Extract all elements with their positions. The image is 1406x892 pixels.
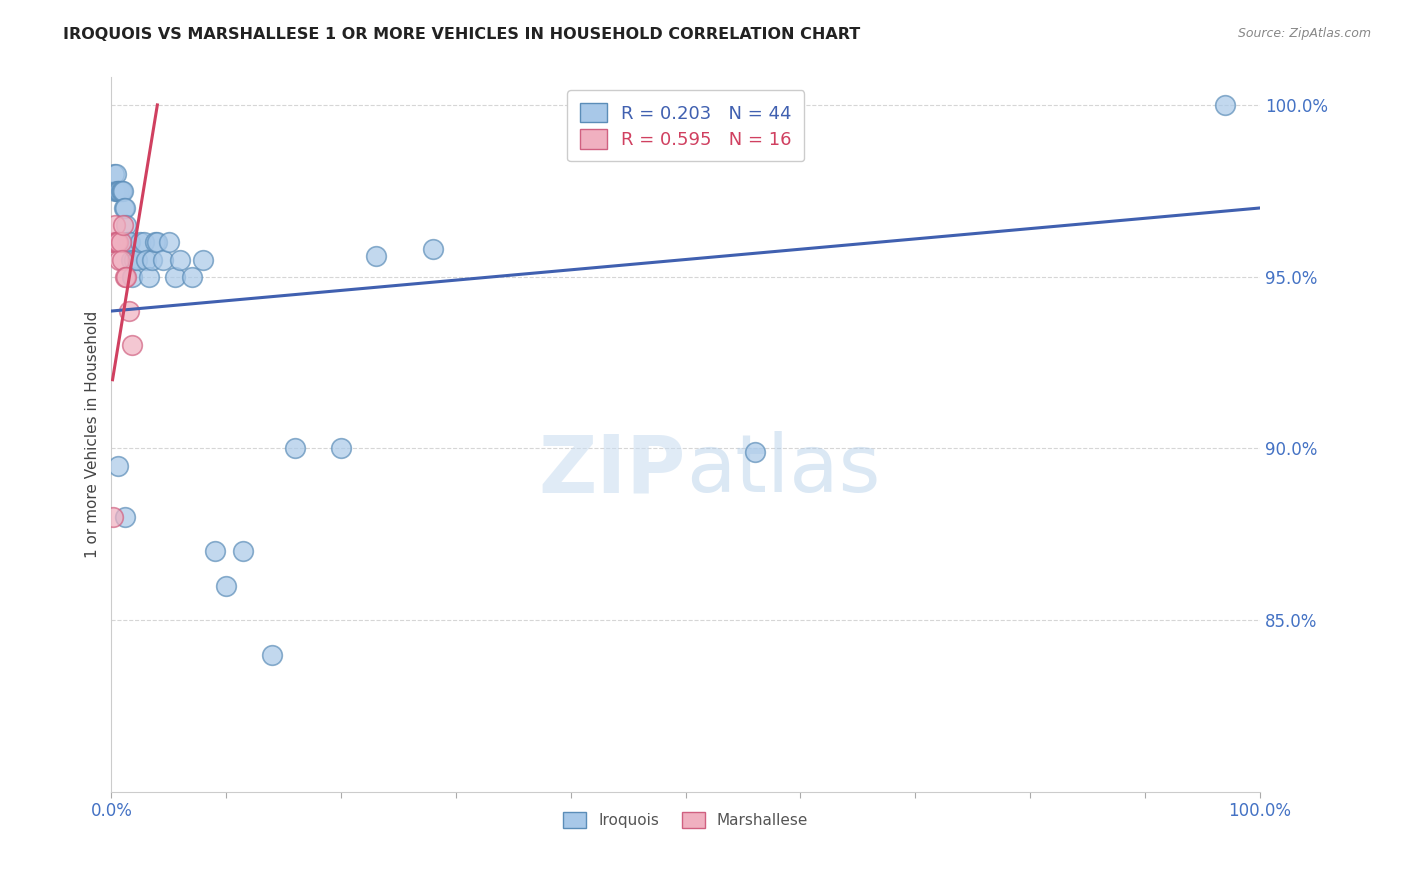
Y-axis label: 1 or more Vehicles in Household: 1 or more Vehicles in Household [86,311,100,558]
Point [169,252,191,267]
Point [111,184,134,198]
Point [112,201,135,215]
Point [115,269,138,284]
Point [114,510,136,524]
Point [204,544,226,558]
Point [744,445,766,459]
Point [129,235,152,250]
Point [117,304,139,318]
Point [103,167,125,181]
Point [125,252,148,267]
Point [114,269,136,284]
Point [115,218,138,232]
Point [101,235,124,250]
Point [110,235,132,250]
Point [193,252,215,267]
Point [101,510,124,524]
Point [146,235,169,250]
Text: ZIP: ZIP [538,432,686,509]
Point [232,544,254,558]
Point [114,201,136,215]
Point [262,648,284,662]
Point [152,252,174,267]
Point [132,235,155,250]
Point [163,269,186,284]
Point [117,235,139,250]
Point [1215,98,1237,112]
Point [120,252,142,267]
Legend: Iroquois, Marshallese: Iroquois, Marshallese [557,805,814,834]
Point [284,442,307,456]
Point [180,269,202,284]
Point [138,269,160,284]
Point [107,235,129,250]
Text: Source: ZipAtlas.com: Source: ZipAtlas.com [1237,27,1371,40]
Point [105,184,128,198]
Point [330,442,353,456]
Point [105,235,128,250]
Point [124,252,146,267]
Text: IROQUOIS VS MARSHALLESE 1 OR MORE VEHICLES IN HOUSEHOLD CORRELATION CHART: IROQUOIS VS MARSHALLESE 1 OR MORE VEHICL… [63,27,860,42]
Point [364,249,387,263]
Point [422,242,444,256]
Point [135,252,157,267]
Point [143,235,166,250]
Point [141,252,163,267]
Point [118,235,141,250]
Point [105,167,128,181]
Point [121,338,143,352]
Point [103,235,125,250]
Point [111,218,134,232]
Point [111,184,134,198]
Point [117,235,139,250]
Point [104,184,127,198]
Point [105,235,128,250]
Point [121,269,143,284]
Text: atlas: atlas [686,432,880,509]
Point [107,184,129,198]
Point [108,184,131,198]
Point [107,458,129,473]
Point [104,218,127,232]
Point [157,235,180,250]
Point [110,184,132,198]
Point [108,252,131,267]
Point [111,252,134,267]
Point [215,579,238,593]
